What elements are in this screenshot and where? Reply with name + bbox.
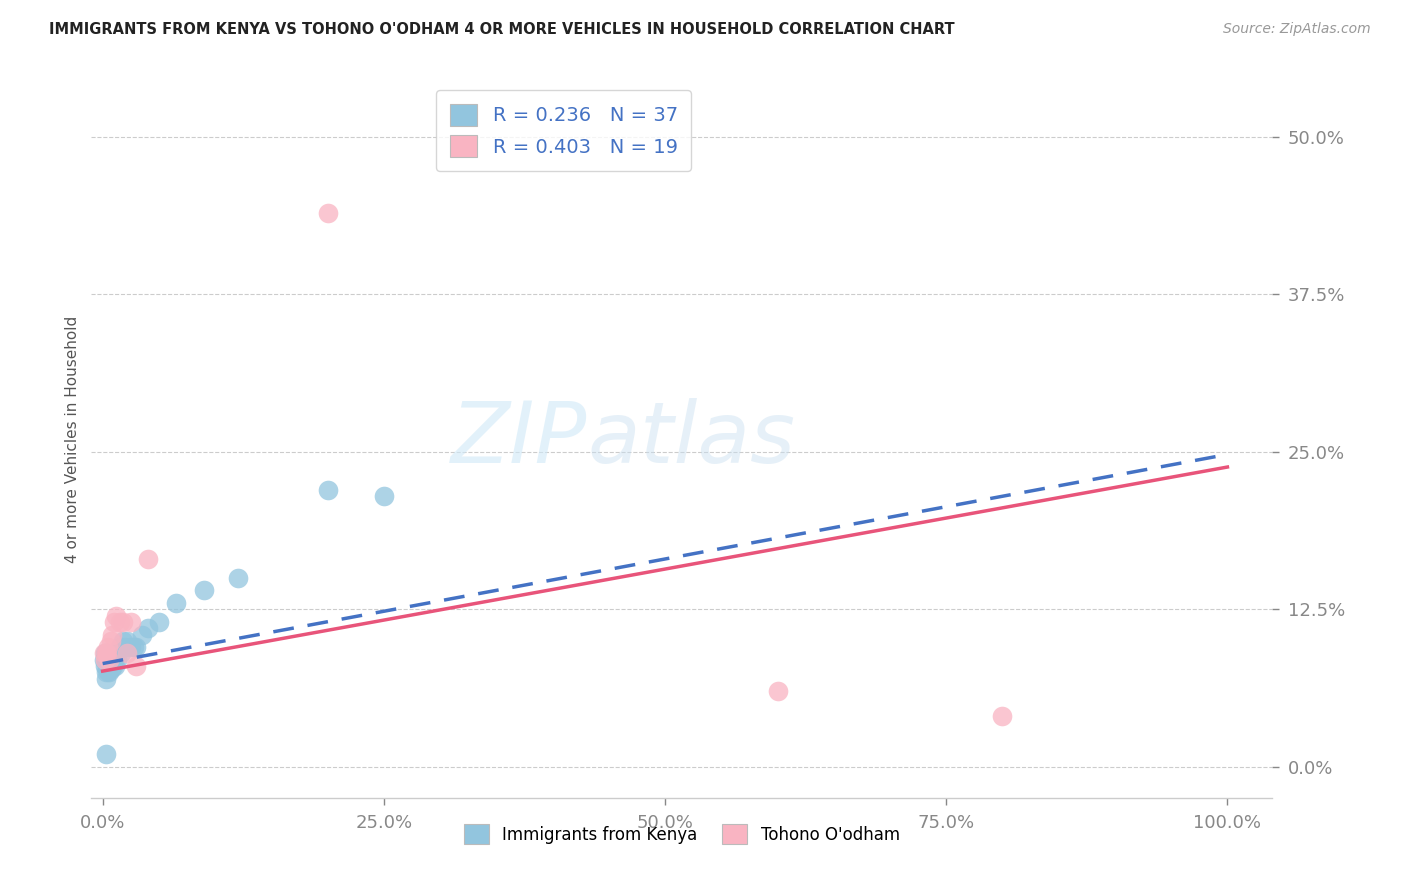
Point [108, 640, 131, 655]
Point [193, 583, 215, 598]
Point [122, 640, 145, 655]
Point [97, 664, 120, 678]
Point [108, 615, 131, 629]
Point [373, 489, 395, 503]
Point [94, 653, 117, 667]
Point [165, 596, 187, 610]
Point [111, 615, 134, 629]
Point [316, 205, 339, 219]
Point [98, 653, 121, 667]
Point [98, 659, 121, 673]
Point [125, 640, 148, 655]
Point [131, 627, 153, 641]
Point [96, 662, 118, 676]
Text: IMMIGRANTS FROM KENYA VS TOHONO O'ODHAM 4 OR MORE VEHICLES IN HOUSEHOLD CORRELAT: IMMIGRANTS FROM KENYA VS TOHONO O'ODHAM … [49, 22, 955, 37]
Point [100, 633, 122, 648]
Point [136, 621, 159, 635]
Point [97, 640, 120, 655]
Point [110, 647, 132, 661]
Point [100, 662, 122, 676]
Point [105, 608, 128, 623]
Point [120, 640, 142, 655]
Point [101, 659, 124, 673]
Point [103, 653, 125, 667]
Point [148, 615, 170, 629]
Point [136, 552, 159, 566]
Legend: Immigrants from Kenya, Tohono O'odham: Immigrants from Kenya, Tohono O'odham [457, 817, 907, 851]
Point [94, 653, 117, 667]
Point [316, 483, 339, 497]
Point [125, 659, 148, 673]
Point [97, 659, 120, 673]
Point [103, 615, 125, 629]
Point [114, 640, 136, 655]
Y-axis label: 4 or more Vehicles in Household: 4 or more Vehicles in Household [65, 316, 80, 563]
Point [98, 665, 121, 680]
Point [94, 647, 117, 661]
Text: ZIP: ZIP [451, 398, 588, 481]
Point [226, 571, 249, 585]
Text: Source: ZipAtlas.com: Source: ZipAtlas.com [1223, 22, 1371, 37]
Point [991, 709, 1014, 723]
Point [117, 633, 139, 648]
Point [104, 659, 127, 673]
Point [100, 653, 122, 667]
Point [94, 647, 117, 661]
Point [93, 653, 115, 667]
Point [111, 633, 134, 648]
Point [93, 647, 115, 661]
Point [100, 627, 122, 641]
Point [766, 684, 789, 698]
Point [96, 647, 118, 661]
Point [120, 615, 142, 629]
Point [96, 657, 118, 671]
Point [94, 665, 117, 680]
Point [117, 647, 139, 661]
Text: atlas: atlas [588, 398, 796, 481]
Point [94, 747, 117, 762]
Point [94, 672, 117, 686]
Point [105, 647, 128, 661]
Point [94, 659, 117, 673]
Point [100, 657, 122, 671]
Point [105, 653, 128, 667]
